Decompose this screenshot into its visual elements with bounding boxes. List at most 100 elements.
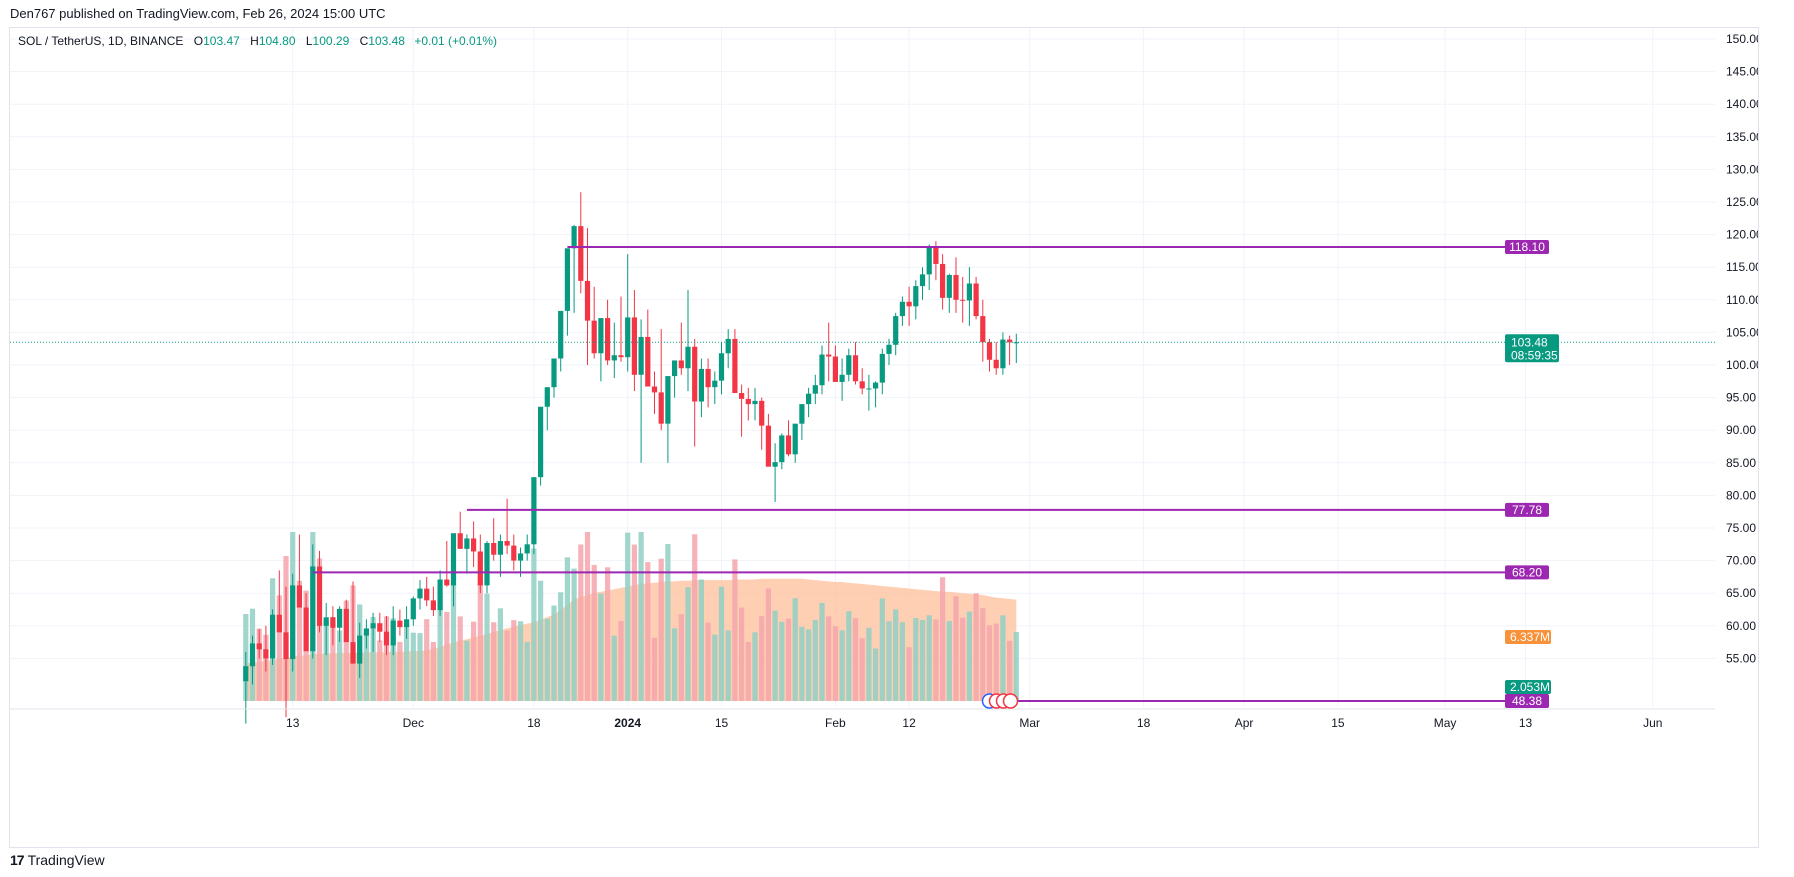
y-tick-label: 135.00 (1726, 130, 1758, 144)
volume-bar (651, 637, 658, 701)
candle-body (1007, 339, 1013, 343)
candle-body (772, 462, 778, 467)
candle-body (578, 226, 584, 281)
price-chart[interactable]: 55.00 60.00 65.00 70.00 75.00 80.00 85.00 90.00… (10, 28, 1758, 847)
level-price-tag (1505, 502, 1549, 517)
volume-bar (296, 580, 302, 701)
tradingview-brand: TradingView (27, 852, 105, 868)
volume-bar (444, 611, 450, 701)
candle-body (672, 360, 678, 377)
volume-bar (973, 593, 979, 701)
candle-body (330, 617, 336, 628)
candle-body (873, 382, 879, 389)
volume-bar (605, 567, 611, 701)
volume-bar (705, 622, 711, 701)
candle-body (357, 635, 363, 664)
candle-body (638, 336, 644, 375)
candle-body (779, 435, 785, 463)
published-caption: Den767 published on TradingView.com, Feb… (10, 6, 386, 21)
volume-bar (618, 620, 624, 701)
y-tick-label: 150.00 (1726, 32, 1758, 46)
volume-bar (471, 621, 477, 701)
volume-bar (611, 635, 617, 701)
volume-bar (678, 614, 684, 701)
volume-bar (879, 598, 885, 701)
candle-body (658, 392, 664, 424)
volume-bar (484, 593, 490, 701)
candle-body (504, 541, 510, 546)
volume-bar (866, 627, 872, 701)
x-tick-label: 15 (715, 716, 729, 730)
candle-body (886, 344, 892, 354)
candle-body (383, 631, 390, 646)
candle-body (484, 542, 490, 586)
volume-ma-tag (1505, 630, 1551, 644)
last-price-tag (1505, 334, 1559, 363)
y-tick-label: 80.00 (1726, 488, 1756, 502)
candle-body (337, 608, 343, 628)
volume-bar (832, 626, 838, 701)
volume-bar (437, 596, 443, 701)
volume-bar (899, 622, 905, 701)
y-tick-label: 95.00 (1726, 391, 1756, 405)
legend-high-value: 104.80 (258, 34, 296, 48)
level-price-tag-text: 48.38 (1512, 694, 1542, 708)
candle-body (296, 585, 302, 608)
candle-body (732, 338, 738, 394)
volume-bar (685, 587, 691, 701)
volume-bar (940, 577, 946, 701)
y-tick-label: 60.00 (1726, 619, 1756, 633)
volume-bar (578, 544, 584, 701)
legend-open-value: 103.47 (203, 34, 240, 48)
candle-body (625, 317, 631, 358)
volume-bar (564, 557, 570, 701)
countdown-tag-text: 08:59:35 (1511, 348, 1558, 362)
volume-bar (806, 629, 812, 701)
y-tick-label: 125.00 (1726, 195, 1758, 209)
chart-frame[interactable]: 55.00 60.00 65.00 70.00 75.00 80.00 85.00 90.00… (9, 27, 1759, 848)
tradingview-logo-icon: 17 (10, 852, 25, 868)
last-price-tag-text: 103.48 (1511, 335, 1548, 349)
candle-body (558, 310, 564, 359)
event-badge-icon (1002, 693, 1019, 709)
volume-bar (739, 607, 745, 701)
volume-bar (511, 620, 517, 701)
candle-body (377, 623, 383, 632)
candle-body (397, 620, 403, 628)
volume-last-tag-text: 2.053M (1510, 680, 1550, 694)
volume-bar (477, 578, 483, 701)
x-tick-label: Feb (825, 716, 846, 730)
tradingview-logo[interactable]: 17 TradingView (10, 852, 105, 868)
candle-body (973, 283, 979, 317)
candle-body (370, 623, 376, 629)
volume-bar (785, 618, 792, 701)
volume-bar (1013, 632, 1019, 701)
candle-body (564, 248, 570, 311)
candle-body (899, 301, 905, 317)
volume-bar (571, 568, 577, 701)
candle-body (551, 358, 557, 388)
volume-bar (256, 628, 262, 701)
candle-body (752, 400, 758, 405)
candle-body (538, 406, 544, 478)
candle-body (819, 354, 825, 386)
x-tick-label: 2024 (614, 716, 641, 730)
volume-bar (718, 586, 725, 701)
candle-body (839, 374, 845, 382)
candle-body (678, 360, 684, 369)
candle-body (477, 551, 483, 586)
volume-bar (531, 548, 537, 701)
candle-body (832, 356, 838, 382)
volume-bar (665, 543, 671, 701)
volume-bar (625, 532, 631, 701)
volume-bar (966, 611, 972, 701)
candle-body (270, 614, 276, 659)
candle-body (712, 380, 718, 388)
candle-body (759, 400, 765, 426)
candle-body (618, 355, 624, 358)
candle-body (879, 353, 885, 383)
candle-body (544, 387, 550, 407)
legend-high-label: H (250, 34, 259, 48)
volume-bar (337, 630, 343, 701)
level-price-tag-text: 68.20 (1512, 565, 1542, 579)
